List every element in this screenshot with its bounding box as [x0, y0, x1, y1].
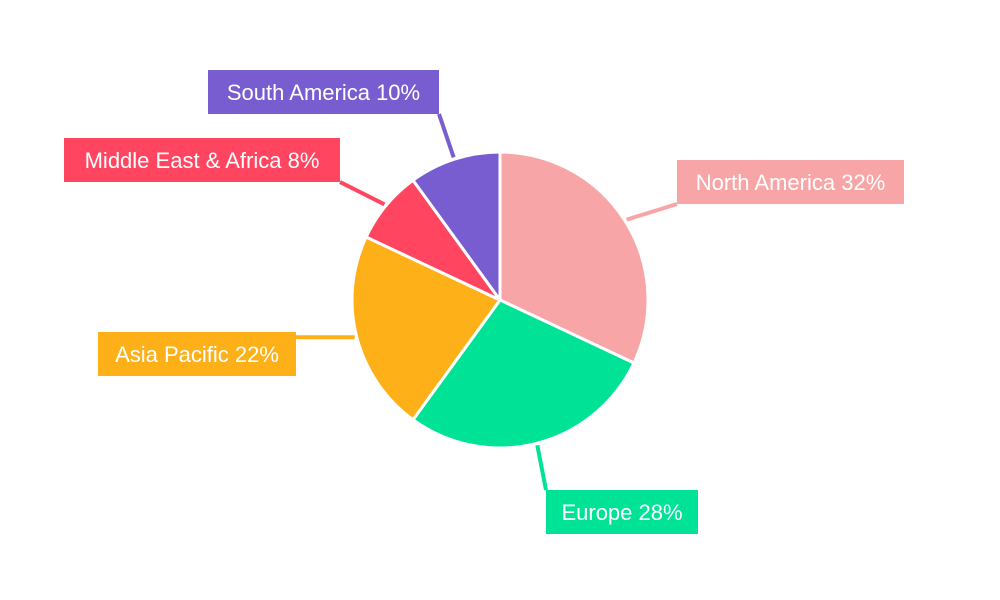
slice-label-text: South America 10% — [227, 80, 420, 105]
slice-label-europe: Europe 28% — [546, 490, 698, 534]
slice-label-text: Europe 28% — [561, 500, 682, 525]
slice-label-box — [546, 490, 698, 534]
leader-line-middle-east-and-africa — [339, 180, 386, 207]
slice-label-text: North America 32% — [696, 170, 886, 195]
slices-layer — [350, 150, 650, 450]
slice-label-text: Middle East & Africa 8% — [85, 148, 320, 173]
slice-label-south-america: South America 10% — [208, 70, 439, 114]
slice-label-box — [677, 160, 904, 204]
slice-label-north-america: North America 32% — [677, 160, 904, 204]
pie-slice-europe[interactable] — [411, 298, 636, 450]
leader-line-south-america — [437, 113, 456, 158]
slice-label-text: Asia Pacific 22% — [115, 342, 279, 367]
leader-lines-layer — [296, 113, 678, 491]
pie-slice-north-america[interactable] — [498, 150, 650, 365]
leader-line-europe — [535, 444, 548, 491]
slice-label-box — [98, 332, 296, 376]
labels-layer: North America 32% Europe 28% Asia Pacific … — [64, 70, 904, 534]
slice-label-box — [64, 138, 340, 182]
slice-label-middle-east-and-africa: Middle East & Africa 8% — [64, 138, 340, 182]
slice-label-box — [208, 70, 439, 114]
slice-label-asia-pacific: Asia Pacific 22% — [98, 332, 296, 376]
pie-slice-south-america[interactable] — [411, 150, 502, 302]
leader-line-north-america — [626, 202, 678, 222]
